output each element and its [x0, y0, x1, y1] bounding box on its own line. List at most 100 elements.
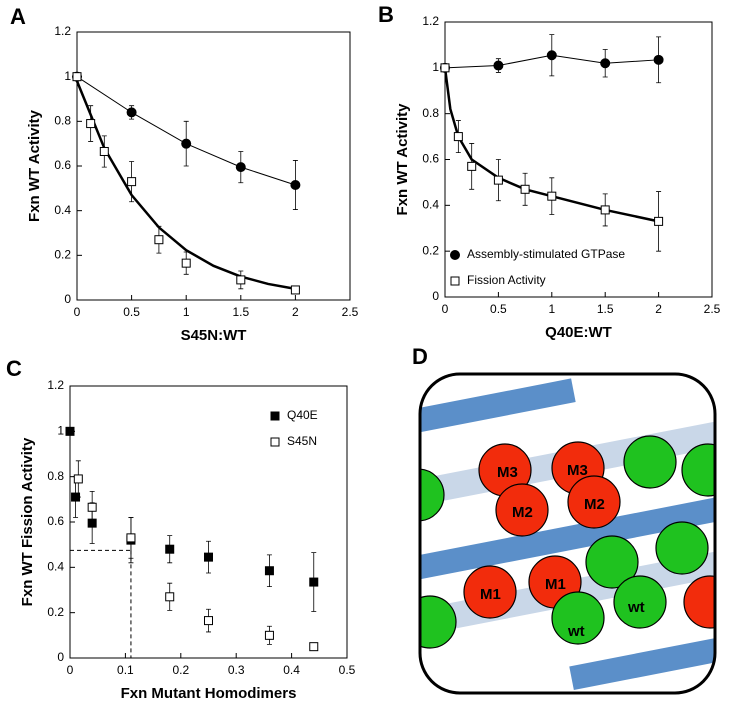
point — [73, 474, 83, 484]
y-tick-label: 0.4 — [47, 560, 64, 574]
point — [204, 616, 213, 626]
diagram-label: wt — [567, 623, 585, 640]
y-tick-label: 0.2 — [54, 248, 71, 262]
diagram-label: M1 — [480, 586, 501, 603]
point — [204, 552, 213, 562]
point — [181, 138, 192, 149]
legend-label: Q40E — [287, 408, 318, 422]
x-tick-label: 0.5 — [339, 663, 356, 677]
panel-label: D — [412, 344, 428, 369]
point — [653, 54, 664, 65]
point — [181, 258, 191, 268]
filament — [420, 494, 715, 580]
x-tick-label: 0.2 — [172, 663, 189, 677]
y-tick-label: 0.6 — [54, 158, 71, 172]
y-axis-label: Fxn WT Activity — [26, 109, 43, 222]
point — [467, 161, 477, 171]
x-tick-label: 1 — [548, 302, 555, 316]
x-tick-label: 0 — [442, 302, 449, 316]
diagram-label: M2 — [584, 496, 605, 513]
wt-subunit — [585, 535, 639, 589]
filament — [569, 634, 715, 690]
x-tick-label: 0.3 — [228, 663, 245, 677]
point — [86, 119, 96, 129]
point — [72, 72, 82, 82]
x-tick-label: 2.5 — [342, 305, 359, 319]
wt-subunit — [655, 521, 709, 575]
point — [600, 58, 611, 69]
x-tick-label: 2 — [655, 302, 662, 316]
y-tick-label: 1 — [432, 60, 439, 74]
panel-label: C — [6, 356, 22, 381]
point — [547, 191, 557, 201]
x-tick-label: 1.5 — [597, 302, 614, 316]
y-tick-label: 1 — [64, 69, 71, 83]
y-tick-label: 0 — [57, 650, 64, 664]
point — [546, 50, 557, 61]
point — [309, 642, 319, 652]
point — [493, 60, 504, 71]
diagram-label: M1 — [545, 576, 566, 593]
y-tick-label: 0.8 — [47, 469, 64, 483]
x-tick-label: 0.5 — [490, 302, 507, 316]
y-tick-label: 0.4 — [54, 203, 71, 217]
line — [75, 80, 296, 291]
x-tick-label: 0 — [74, 305, 81, 319]
x-tick-label: 0.1 — [117, 663, 134, 677]
point — [127, 177, 137, 187]
mutant-subunit — [495, 483, 549, 537]
wt-subunit — [420, 595, 457, 649]
plot-frame — [76, 31, 351, 301]
point — [236, 275, 246, 285]
diagram: M3 M2 M3 M2 M1 M1 wt wt D — [412, 344, 717, 695]
legend-marker — [450, 250, 460, 260]
point — [440, 63, 450, 73]
mutant-subunit — [683, 575, 715, 629]
x-axis-label: S45N:WT — [181, 327, 247, 344]
x-tick-label: 1 — [183, 305, 190, 319]
point — [87, 502, 97, 512]
y-tick-label: 0.2 — [47, 605, 64, 619]
y-tick-label: 1.2 — [54, 24, 71, 38]
y-tick-label: 0.8 — [54, 114, 71, 128]
x-tick-label: 1.5 — [232, 305, 249, 319]
point — [126, 107, 137, 118]
wt-subunit — [551, 591, 605, 645]
filament — [420, 378, 576, 436]
y-tick-label: 1 — [57, 424, 64, 438]
y-tick-label: 0.6 — [422, 152, 439, 166]
x-tick-label: 2 — [292, 305, 299, 319]
x-axis-label: Fxn Mutant Homodimers — [121, 685, 297, 702]
legend-label: S45N — [287, 434, 317, 448]
wt-subunit — [420, 468, 445, 522]
y-tick-label: 1.2 — [47, 378, 64, 392]
x-axis-label: Q40E:WT — [545, 324, 612, 341]
y-tick-label: 0.2 — [422, 243, 439, 257]
diagram-label: wt — [627, 599, 645, 616]
point — [520, 184, 530, 194]
point — [126, 533, 136, 543]
point — [493, 175, 503, 185]
diagram-label: M3 — [567, 462, 588, 479]
x-tick-label: 0.4 — [283, 663, 300, 677]
point — [264, 630, 274, 640]
point — [654, 216, 664, 226]
point — [154, 235, 164, 245]
wt-subunit — [613, 575, 667, 629]
point — [165, 544, 175, 554]
legend-marker — [270, 437, 280, 447]
x-tick-label: 2.5 — [704, 302, 721, 316]
y-axis-label: Fxn WT Fission Activity — [19, 437, 36, 606]
point — [99, 146, 109, 156]
y-tick-label: 0 — [432, 289, 439, 303]
y-tick-label: 0.6 — [47, 514, 64, 528]
wt-subunit — [623, 435, 677, 489]
point — [600, 205, 610, 215]
legend-label: Assembly-stimulated GTPase — [467, 247, 625, 261]
diagram-frame — [418, 372, 717, 695]
y-tick-label: 0.4 — [422, 198, 439, 212]
point — [235, 162, 246, 173]
legend-marker — [450, 276, 460, 286]
y-axis-label: Fxn WT Activity — [394, 103, 411, 216]
